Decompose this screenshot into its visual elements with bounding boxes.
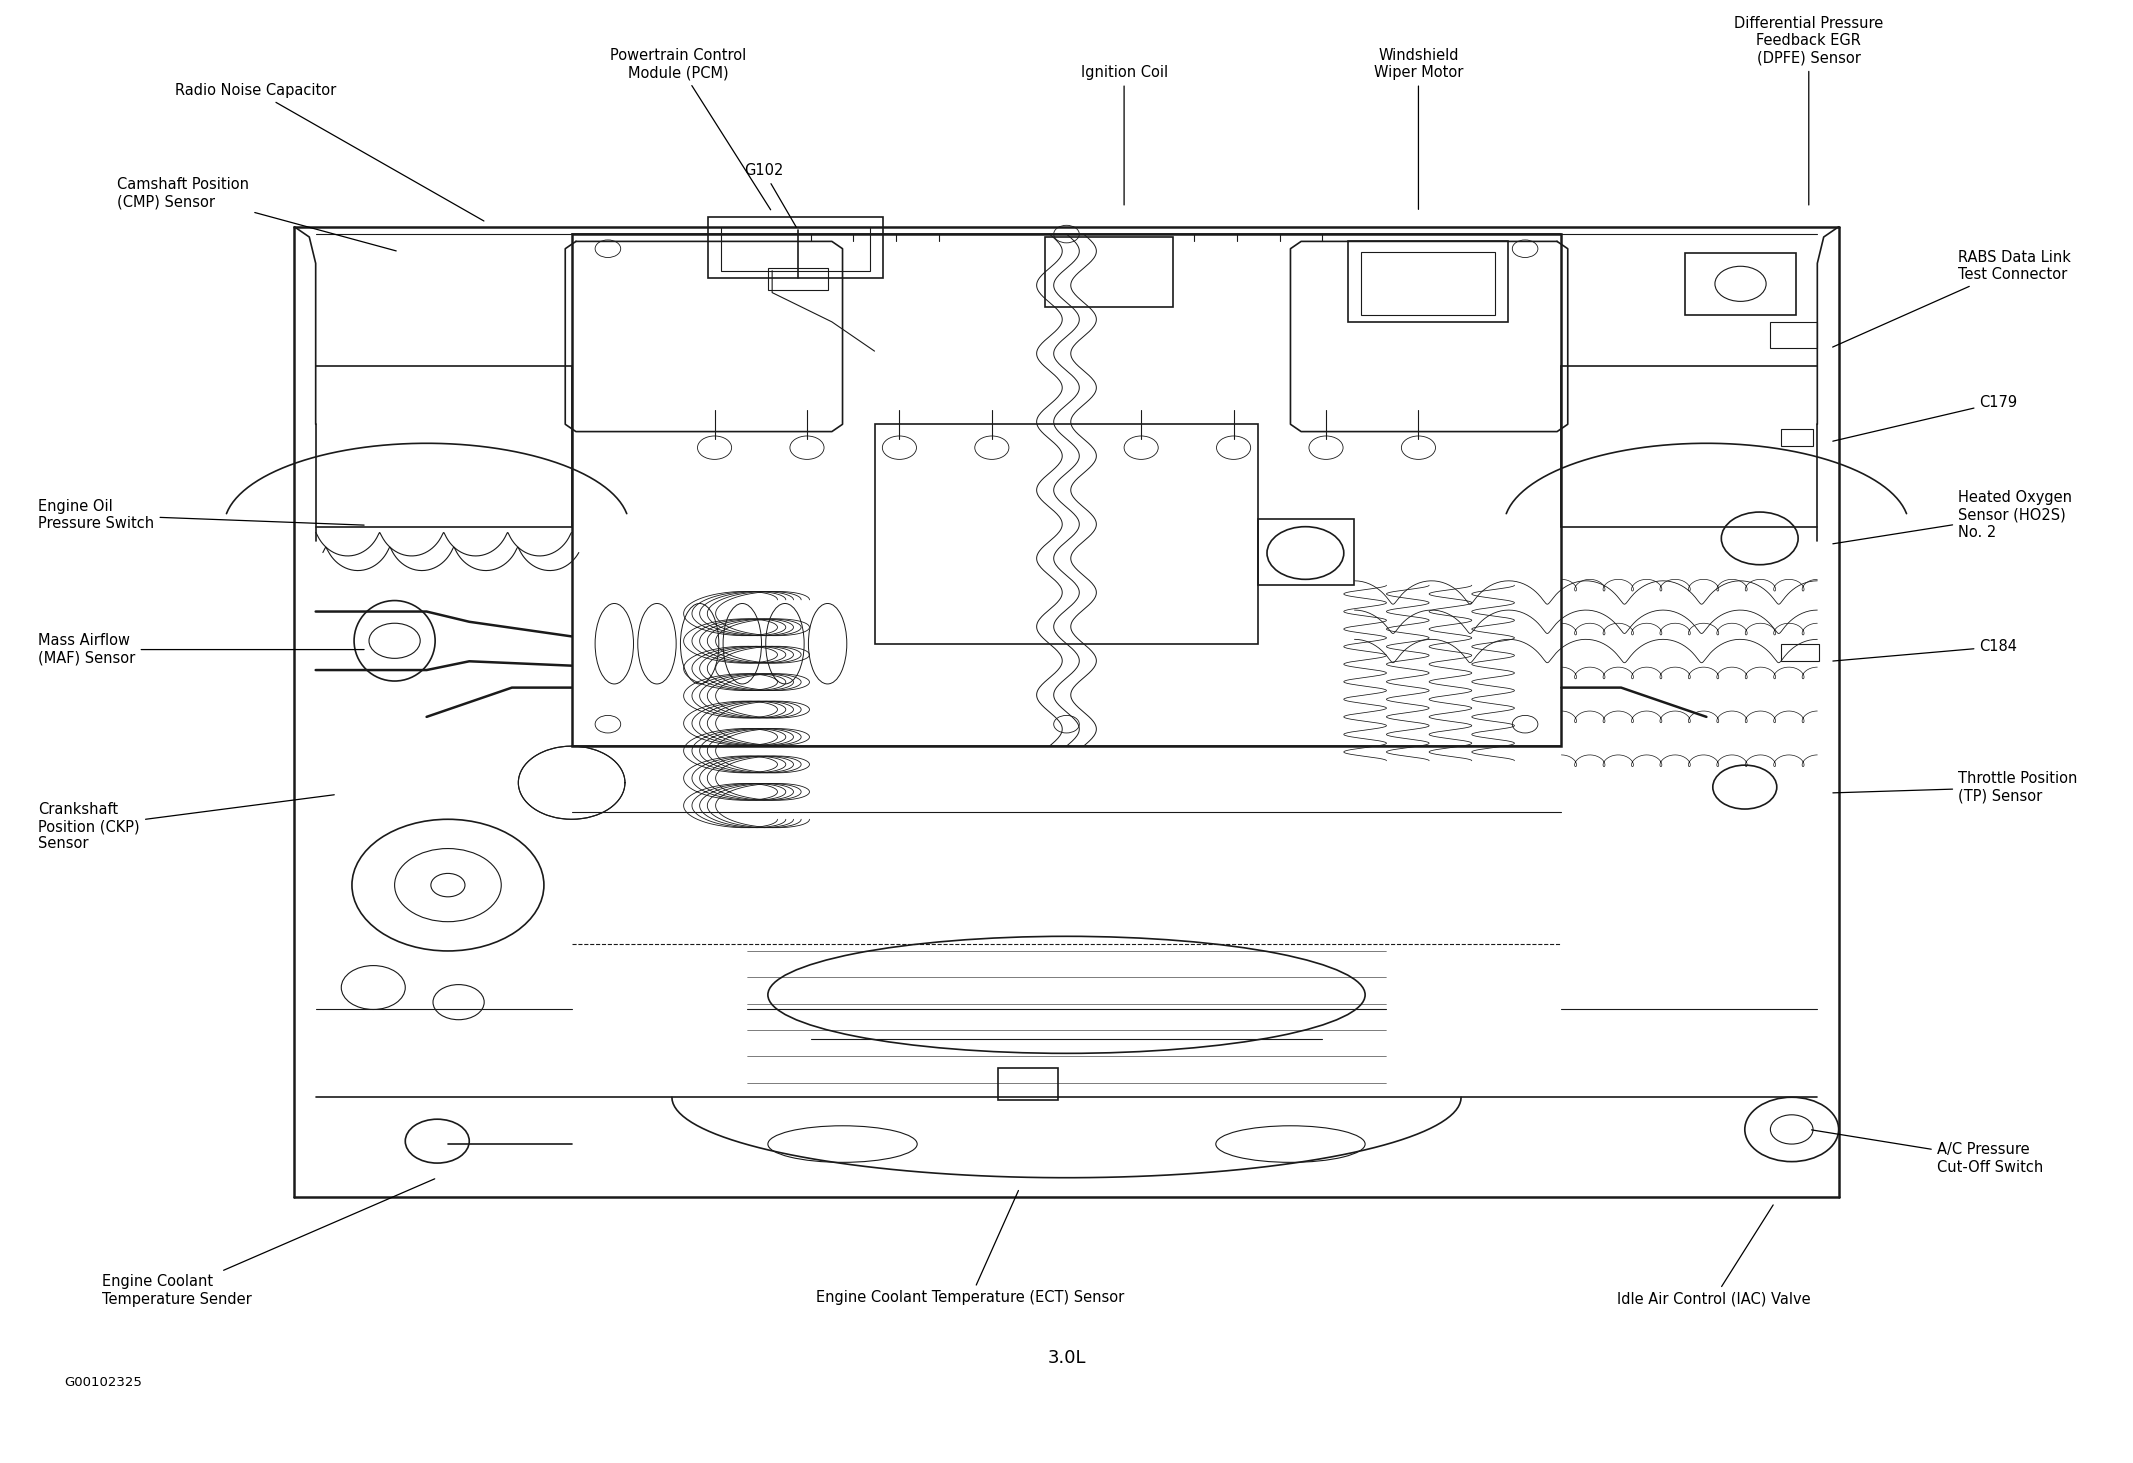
Text: Powertrain Control
Module (PCM): Powertrain Control Module (PCM) bbox=[610, 48, 770, 209]
Text: Differential Pressure
Feedback EGR
(DPFE) Sensor: Differential Pressure Feedback EGR (DPFE… bbox=[1734, 16, 1883, 205]
Text: Radio Noise Capacitor: Radio Noise Capacitor bbox=[175, 83, 484, 221]
Bar bbox=[875, 424, 1258, 644]
Bar bbox=[1361, 252, 1495, 315]
Bar bbox=[768, 268, 828, 290]
Text: Heated Oxygen
Sensor (HO2S)
No. 2: Heated Oxygen Sensor (HO2S) No. 2 bbox=[1832, 490, 2071, 544]
Bar bbox=[708, 217, 883, 278]
Text: RABS Data Link
Test Connector: RABS Data Link Test Connector bbox=[1832, 250, 2071, 347]
Text: Windshield
Wiper Motor: Windshield Wiper Motor bbox=[1374, 48, 1463, 209]
Text: Crankshaft
Position (CKP)
Sensor: Crankshaft Position (CKP) Sensor bbox=[38, 794, 335, 851]
Text: Throttle Position
(TP) Sensor: Throttle Position (TP) Sensor bbox=[1832, 771, 2078, 803]
Text: C179: C179 bbox=[1832, 395, 2018, 442]
Text: G00102325: G00102325 bbox=[64, 1377, 143, 1388]
Text: A/C Pressure
Cut-Off Switch: A/C Pressure Cut-Off Switch bbox=[1811, 1129, 2043, 1175]
Text: Ignition Coil: Ignition Coil bbox=[1081, 66, 1167, 205]
Bar bbox=[721, 227, 870, 271]
Bar bbox=[1781, 429, 1813, 446]
Bar bbox=[1258, 519, 1354, 585]
Bar bbox=[1348, 241, 1508, 322]
Text: Idle Air Control (IAC) Valve: Idle Air Control (IAC) Valve bbox=[1617, 1206, 1811, 1306]
Text: Engine Coolant
Temperature Sender: Engine Coolant Temperature Sender bbox=[102, 1179, 435, 1306]
Text: Mass Airflow
(MAF) Sensor: Mass Airflow (MAF) Sensor bbox=[38, 633, 365, 666]
Text: 3.0L: 3.0L bbox=[1047, 1349, 1086, 1366]
Text: Engine Oil
Pressure Switch: Engine Oil Pressure Switch bbox=[38, 499, 365, 531]
Text: Engine Coolant Temperature (ECT) Sensor: Engine Coolant Temperature (ECT) Sensor bbox=[817, 1191, 1124, 1305]
Bar bbox=[1781, 644, 1819, 661]
Bar bbox=[998, 1068, 1058, 1100]
Bar bbox=[1045, 237, 1173, 307]
Text: Camshaft Position
(CMP) Sensor: Camshaft Position (CMP) Sensor bbox=[117, 177, 397, 252]
Bar bbox=[1770, 322, 1817, 348]
Bar bbox=[1685, 253, 1796, 315]
Text: C184: C184 bbox=[1832, 639, 2018, 661]
Bar bbox=[572, 234, 1561, 746]
Text: G102: G102 bbox=[744, 164, 796, 227]
